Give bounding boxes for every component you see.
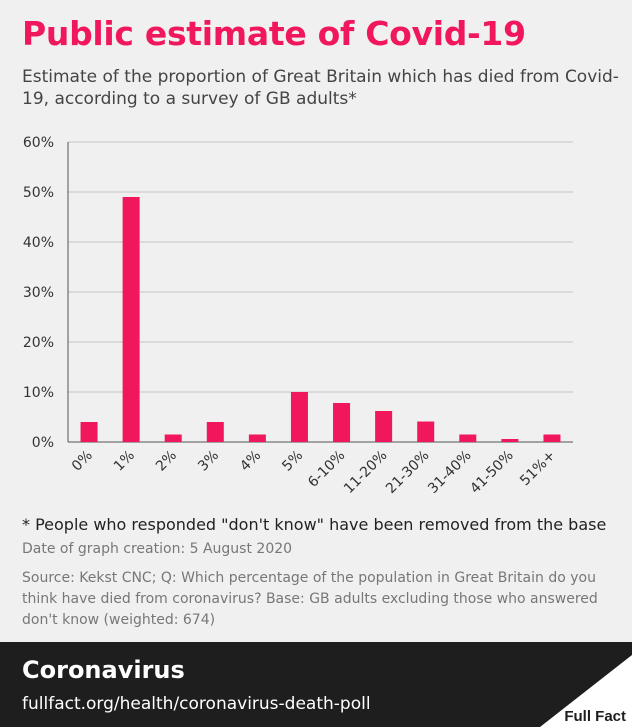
y-tick-label: 0% bbox=[32, 435, 54, 451]
bar bbox=[290, 392, 308, 442]
bar bbox=[333, 403, 351, 442]
y-tick-label: 60% bbox=[23, 135, 54, 151]
article-link[interactable]: fullfact.org/health/coronavirus-death-po… bbox=[22, 694, 371, 714]
x-tick-label: 5% bbox=[279, 448, 306, 475]
bar bbox=[122, 197, 140, 442]
x-tick-label: 0% bbox=[69, 448, 96, 475]
bar bbox=[206, 422, 224, 442]
bar bbox=[80, 422, 98, 442]
x-tick-label: 2% bbox=[153, 448, 180, 475]
x-tick-label: 3% bbox=[195, 448, 222, 475]
full-fact-logo: Full Fact bbox=[540, 655, 632, 727]
y-tick-label: 30% bbox=[23, 285, 54, 301]
x-tick-label: 31-40% bbox=[425, 448, 474, 497]
brand-name: Full Fact bbox=[564, 708, 626, 725]
bar bbox=[501, 439, 519, 442]
x-tick-label: 1% bbox=[111, 448, 138, 475]
x-tick-label: 41-50% bbox=[467, 448, 516, 497]
bar bbox=[248, 434, 266, 442]
chart-title: Public estimate of Covid-19 bbox=[22, 14, 526, 53]
bar bbox=[417, 421, 435, 442]
footnote: * People who responded "don't know" have… bbox=[22, 515, 607, 534]
bar bbox=[375, 411, 393, 442]
bar bbox=[164, 434, 182, 442]
x-tick-label: 51%+ bbox=[517, 448, 559, 490]
y-tick-label: 40% bbox=[23, 235, 54, 251]
bar-chart: 0%10%20%30%40%50%60%0% 1% 2% 3% 4% 5%6-10%11-… bbox=[23, 135, 573, 497]
creation-date: Date of graph creation: 5 August 2020 bbox=[22, 541, 293, 557]
x-tick-label: 4% bbox=[237, 448, 264, 475]
y-tick-label: 50% bbox=[23, 185, 54, 201]
section-label: Coronavirus bbox=[22, 656, 185, 684]
footer-bar: Coronavirus fullfact.org/health/coronavi… bbox=[0, 642, 632, 727]
y-tick-label: 10% bbox=[23, 385, 54, 401]
bar bbox=[459, 434, 477, 442]
source-note: Source: Kekst CNC; Q: Which percentage o… bbox=[22, 570, 598, 628]
x-tick-label: 11-20% bbox=[341, 448, 390, 497]
chart-subtitle: Estimate of the proportion of Great Brit… bbox=[22, 67, 619, 109]
x-tick-label: 21-30% bbox=[383, 448, 432, 497]
logo-triangle-icon bbox=[540, 655, 632, 727]
bar bbox=[543, 434, 561, 442]
y-tick-label: 20% bbox=[23, 335, 54, 351]
